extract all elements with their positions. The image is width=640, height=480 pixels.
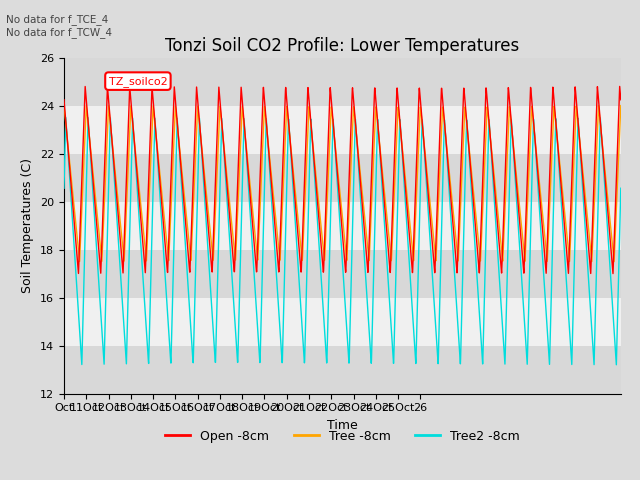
- Bar: [64, 202, 621, 250]
- X-axis label: Time: Time: [327, 419, 358, 432]
- Bar: [64, 106, 621, 154]
- Bar: [64, 298, 621, 346]
- Text: TZ_soilco2: TZ_soilco2: [109, 76, 167, 86]
- Bar: [64, 250, 621, 298]
- Bar: [64, 346, 621, 394]
- Bar: [64, 154, 621, 202]
- Bar: [64, 58, 621, 106]
- Y-axis label: Soil Temperatures (C): Soil Temperatures (C): [22, 158, 35, 293]
- Text: No data for f_TCE_4
No data for f_TCW_4: No data for f_TCE_4 No data for f_TCW_4: [6, 14, 113, 38]
- Legend: Open -8cm, Tree -8cm, Tree2 -8cm: Open -8cm, Tree -8cm, Tree2 -8cm: [159, 425, 525, 448]
- Title: Tonzi Soil CO2 Profile: Lower Temperatures: Tonzi Soil CO2 Profile: Lower Temperatur…: [165, 36, 520, 55]
